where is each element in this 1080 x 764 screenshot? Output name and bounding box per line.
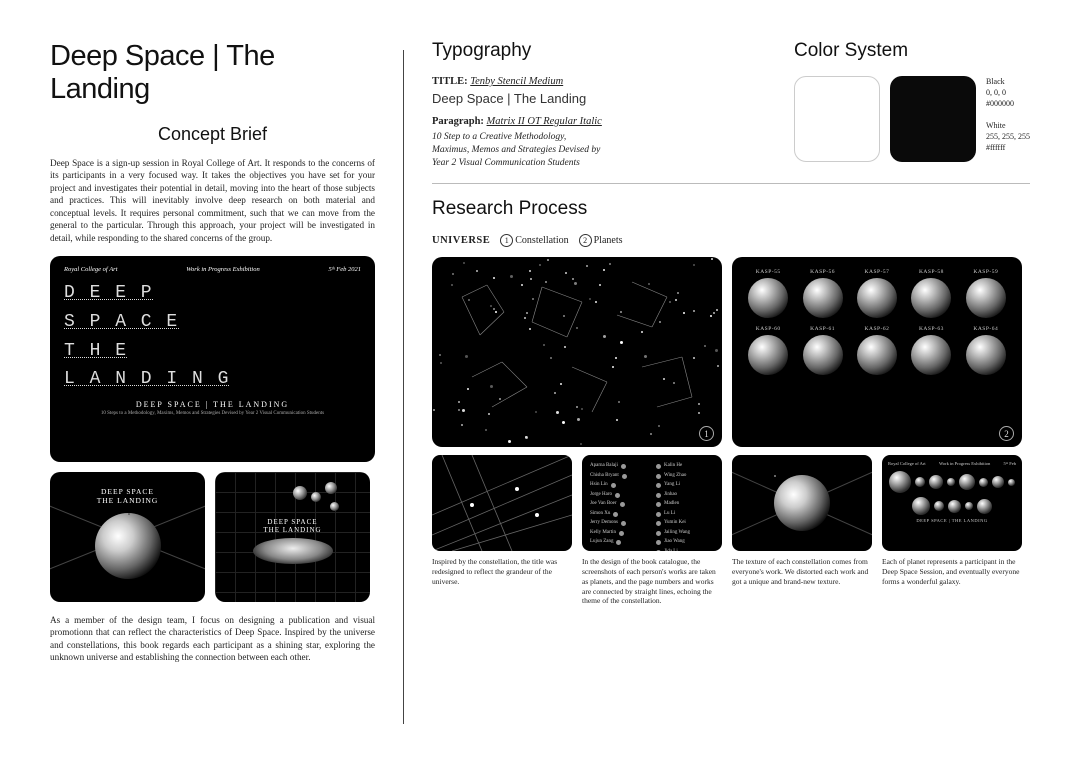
- poster-stitched-2: S P A C E: [64, 308, 361, 337]
- texture-sphere-icon: [774, 475, 830, 531]
- para-label: Paragraph:: [432, 116, 484, 127]
- thumb-texture: [732, 455, 872, 551]
- caption-3: The texture of each constellation comes …: [732, 557, 872, 586]
- bottom-paragraph: As a member of the design team, I focus …: [50, 614, 375, 664]
- badge-2: 2: [999, 426, 1014, 441]
- thumb2-l1: DEEP SPACE: [267, 518, 317, 526]
- page-title: Deep Space | The Landing: [50, 40, 375, 106]
- column-divider: [403, 50, 404, 724]
- swatch-white: [794, 76, 880, 162]
- thumb-lines: [432, 455, 572, 551]
- left-column: Deep Space | The Landing Concept Brief D…: [50, 40, 375, 724]
- thumb-galaxy: Royal College of Art Work in Progress Ex…: [882, 455, 1022, 551]
- tab-universe: UNIVERSE: [432, 235, 490, 246]
- para-sample: 10 Step to a Creative Methodology, Maxim…: [432, 131, 758, 169]
- poster-top-left: Royal College of Art: [64, 266, 118, 273]
- poster-stitched-1: D E E P: [64, 279, 361, 308]
- poster-title: DEEP SPACE | THE LANDING: [64, 400, 361, 409]
- color-section: Color System Black 0, 0, 0 #000000 White…: [794, 40, 1030, 169]
- poster-top-right: 5ᵗʰ Feb 2021: [328, 266, 361, 273]
- title-font: Tenby Stencil Medium: [470, 76, 563, 87]
- caption-1: Inspired by the constellation, the title…: [432, 557, 572, 586]
- black-meta: Black 0, 0, 0 #000000: [986, 76, 1030, 110]
- thumb-names: Aparna BalajiChisha BryantHsin LinJorge …: [582, 455, 722, 551]
- tab-constellation: Constellation: [515, 235, 568, 246]
- thumb-col-1: Inspired by the constellation, the title…: [432, 455, 572, 606]
- planets-image: KASP-55KASP-56KASP-57KASP-58KASP-59KASP-…: [732, 257, 1022, 447]
- poster-stitched-3: T H E: [64, 337, 361, 366]
- sphere-icon: [95, 513, 161, 579]
- caption-4: Each of planet represents a participant …: [882, 557, 1022, 586]
- tab-num-2: 2: [579, 234, 592, 247]
- poster-stitched-4: L A N D I N G: [64, 365, 361, 394]
- para-font: Matrix II OT Regular Italic: [487, 116, 602, 127]
- typography-section: Typography TITLE: Tenby Stencil Medium D…: [432, 40, 758, 169]
- thumb2-l2: THE LANDING: [263, 526, 321, 534]
- poster-sub: 10 Steps to a Methodology, Maxims, Memos…: [64, 411, 361, 417]
- tab-planets: Planets: [594, 235, 623, 246]
- thumb1-l2: THE LANDING: [97, 496, 159, 505]
- thumb-col-3: The texture of each constellation comes …: [732, 455, 872, 606]
- color-heading: Color System: [794, 40, 1030, 62]
- poster-card: Royal College of Art Work in Progress Ex…: [50, 256, 375, 462]
- title-label: TITLE:: [432, 76, 468, 87]
- ellipse-icon: [253, 538, 333, 564]
- constellation-image: 1: [432, 257, 722, 447]
- section-divider: [432, 183, 1030, 184]
- caption-2: In the design of the book catalogue, the…: [582, 557, 722, 606]
- typography-heading: Typography: [432, 40, 758, 62]
- thumb-sphere-card: DEEP SPACE THE LANDING: [50, 472, 205, 602]
- right-column: Typography TITLE: Tenby Stencil Medium D…: [432, 40, 1030, 724]
- thumb-col-4: Royal College of Art Work in Progress Ex…: [882, 455, 1022, 606]
- thumb-col-2: Aparna BalajiChisha BryantHsin LinJorge …: [582, 455, 722, 606]
- concept-brief-heading: Concept Brief: [50, 124, 375, 145]
- thumb-grid-card: DEEP SPACE THE LANDING: [215, 472, 370, 602]
- research-heading: Research Process: [432, 198, 1030, 220]
- thumb1-l1: DEEP SPACE: [101, 487, 154, 496]
- poster-top-center: Work in Progress Exhibition: [186, 266, 259, 273]
- concept-brief-text: Deep Space is a sign-up session in Royal…: [50, 157, 375, 244]
- research-tabs: UNIVERSE 1Constellation 2Planets: [432, 234, 1030, 247]
- tab-num-1: 1: [500, 234, 513, 247]
- swatch-black: [890, 76, 976, 162]
- white-meta: White 255, 255, 255 #ffffff: [986, 120, 1030, 154]
- title-sample: Deep Space | The Landing: [432, 91, 758, 106]
